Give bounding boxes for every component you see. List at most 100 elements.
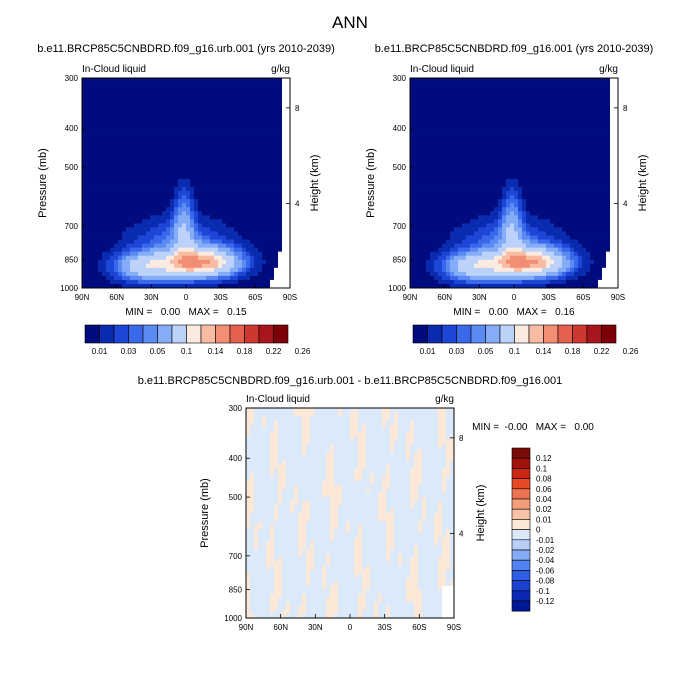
field-cell [258, 235, 263, 240]
field-cell [550, 94, 555, 99]
field-cell [86, 114, 91, 119]
field-cell [286, 211, 290, 216]
field-cell [458, 98, 463, 103]
field-cell [510, 271, 515, 277]
field-cell [166, 183, 171, 188]
field-cell [570, 114, 575, 119]
field-cell [550, 191, 555, 196]
field-cell [526, 78, 531, 83]
field-cell [186, 251, 191, 257]
field-cell [522, 199, 527, 204]
field-cell [466, 134, 471, 139]
field-cell [94, 106, 99, 111]
field-cell [170, 114, 175, 119]
field-cell [554, 263, 559, 269]
field-cell [490, 251, 495, 257]
field-cell [274, 215, 279, 220]
field-cell [434, 255, 439, 261]
field-cell [426, 211, 431, 216]
field-cell [482, 263, 487, 269]
field-cell [570, 86, 575, 91]
field-cell [158, 154, 163, 160]
field-cell [466, 251, 471, 257]
field-cell [250, 102, 255, 107]
field-cell [574, 122, 579, 127]
field-cell [162, 219, 167, 224]
field-cell [506, 207, 511, 212]
field-cell [94, 162, 99, 168]
field-cell [486, 247, 491, 253]
field-cell [442, 259, 447, 265]
field-cell [94, 126, 99, 131]
field-cell [554, 174, 559, 180]
field-cell [550, 138, 555, 144]
field-cell [478, 170, 483, 176]
field-cell [210, 154, 215, 160]
field-cell [550, 239, 555, 244]
field-cell [466, 211, 471, 216]
field-cell [462, 110, 467, 115]
field-cell [130, 90, 135, 95]
field-cell [458, 126, 463, 131]
field-cell [462, 170, 467, 176]
field-cell [254, 158, 259, 164]
field-cell [146, 279, 151, 285]
field-cell [202, 94, 207, 99]
field-cell [430, 138, 435, 144]
field-cell [486, 118, 491, 123]
field-cell [446, 263, 451, 269]
field-cell [566, 122, 571, 127]
field-cell [206, 267, 211, 273]
field-cell [526, 275, 531, 281]
field-cell [146, 183, 151, 188]
field-cell [558, 271, 563, 277]
field-cell [462, 126, 467, 131]
field-cell [226, 178, 231, 184]
field-cell [430, 162, 435, 168]
field-cell [434, 90, 439, 95]
field-cell [138, 86, 143, 91]
field-cell [198, 158, 203, 164]
field-cell [482, 122, 487, 127]
field-cell [154, 162, 159, 168]
field-cell [426, 118, 431, 123]
field-cell [138, 78, 143, 83]
field-cell [566, 219, 571, 224]
field-cell [82, 102, 87, 107]
field-cell [570, 170, 575, 176]
field-cell [422, 138, 427, 144]
field-cell [522, 283, 527, 288]
field-cell [454, 118, 459, 123]
field-cell [574, 86, 579, 91]
field-cell [230, 94, 235, 99]
field-cell [286, 106, 290, 111]
field-cell [82, 122, 87, 127]
field-cell [518, 122, 523, 127]
field-cell [118, 126, 123, 131]
field-cell [218, 231, 223, 236]
field-cell [446, 134, 451, 139]
field-cell [106, 227, 111, 232]
field-cell [146, 231, 151, 236]
field-cell [170, 215, 175, 220]
field-cell [526, 86, 531, 91]
field-cell [102, 211, 107, 216]
field-cell [154, 243, 159, 249]
field-cell [122, 183, 127, 188]
field-cell [218, 279, 223, 285]
field-cell [154, 130, 159, 135]
field-cell [474, 114, 479, 119]
field-cell [526, 231, 531, 236]
field-cell [554, 195, 559, 200]
field-cell [154, 94, 159, 99]
field-cell [438, 90, 443, 95]
field-cell [470, 86, 475, 91]
field-cell [218, 267, 223, 273]
field-cell [534, 239, 539, 244]
field-cell [134, 146, 139, 152]
field-cell [114, 239, 119, 244]
field-cell [562, 166, 567, 172]
field-cell [466, 162, 471, 168]
field-cell [490, 114, 495, 119]
field-cell [434, 239, 439, 244]
